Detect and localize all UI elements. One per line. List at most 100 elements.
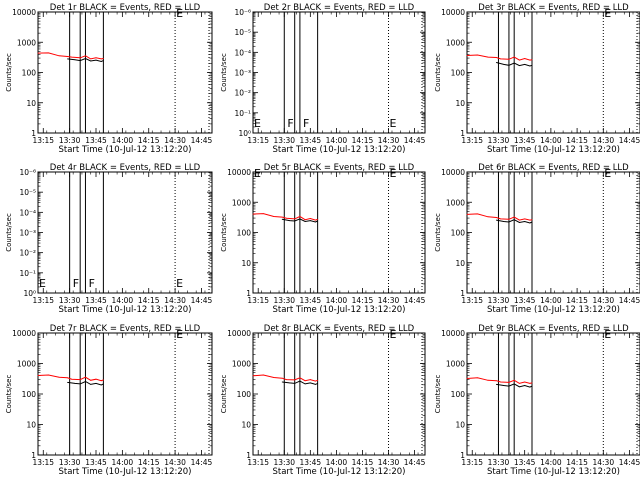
x-tick-label: 14:45 (191, 296, 213, 305)
panel-det-1r: Det 1r BLACK = Events, RED = LLD Counts/s… (5, 3, 213, 155)
panel-det-9r: Det 9r BLACK = Events, RED = LLD Counts/s… (434, 324, 640, 477)
data-point (529, 222, 531, 224)
panel-title: Det 6r BLACK = Events, RED = LLD (478, 163, 629, 173)
x-tick-label: 13:15 (461, 296, 483, 305)
data-point (95, 378, 97, 380)
data-point (508, 64, 510, 66)
x-tick-label: 13:30 (59, 136, 81, 145)
series-events (282, 380, 318, 385)
x-axis-label: Start Time (10-Jul-12 13:12:20) (59, 305, 192, 315)
x-tick-label: 13:15 (247, 458, 269, 467)
x-axis-label: Start Time (10-Jul-12 13:12:20) (487, 305, 620, 315)
x-tick-label: 14:15 (352, 136, 374, 145)
series-events (496, 62, 533, 67)
panel-title: Det 1r BLACK = Events, RED = LLD (50, 3, 201, 13)
y-tick-label: 1 (246, 451, 251, 460)
data-point (315, 219, 316, 221)
x-tick-label: 14:15 (566, 458, 588, 467)
data-point (304, 380, 306, 382)
data-point (90, 58, 92, 60)
panel-det-4r: Det 4r BLACK = Events, RED = LLD Counts/s… (5, 163, 213, 315)
data-point (263, 374, 264, 376)
x-axis-label: Start Time (10-Jul-12 13:12:20) (59, 145, 192, 155)
data-point (519, 219, 520, 221)
x-tick-label: 13:15 (32, 136, 54, 145)
data-point (299, 218, 301, 220)
data-point (529, 382, 531, 384)
data-point (90, 60, 92, 62)
x-tick-label: 14:00 (540, 136, 562, 145)
data-point (289, 382, 290, 384)
y-tick-label: 10 (455, 259, 465, 268)
data-point (285, 217, 287, 219)
data-point (531, 382, 533, 384)
data-point (477, 213, 478, 215)
data-point (71, 56, 73, 58)
panel-title: Det 9r BLACK = Events, RED = LLD (478, 324, 629, 334)
x-axis-label: Start Time (10-Jul-12 13:12:20) (273, 145, 406, 155)
x-tick-label: 14:15 (352, 296, 374, 305)
event-marker: E (390, 167, 397, 180)
event-marker: E (390, 328, 397, 341)
y-tick-label: 10 (26, 99, 36, 108)
x-tick-label: 14:45 (191, 458, 213, 467)
data-point (90, 384, 92, 385)
x-tick-label: 14:00 (112, 296, 134, 305)
data-point (531, 219, 533, 221)
data-point (495, 384, 497, 385)
data-point (529, 59, 531, 61)
x-tick-label: 13:15 (32, 458, 54, 467)
x-axis-label: Start Time (10-Jul-12 13:12:20) (487, 467, 620, 477)
panel-title: Det 5r BLACK = Events, RED = LLD (264, 163, 415, 173)
event-marker: E (390, 117, 397, 130)
series-lld (466, 54, 533, 61)
data-point (513, 62, 515, 64)
x-tick-label: 13:15 (32, 296, 54, 305)
y-tick-label: 10000 (12, 8, 36, 17)
x-tick-label: 14:00 (112, 458, 134, 467)
data-point (513, 56, 515, 58)
panel-det-5r: Det 5r BLACK = Events, RED = LLD Counts/s… (220, 163, 426, 315)
x-tick-label: 14:30 (378, 458, 400, 467)
data-point (294, 218, 296, 220)
x-tick-label: 14:30 (378, 296, 400, 305)
y-tick-label: 100 (237, 229, 252, 238)
x-tick-label: 14:30 (592, 458, 614, 467)
y-tick-label: 10⁻³ (234, 69, 251, 78)
data-point (48, 52, 49, 54)
y-tick-label: 1000 (446, 198, 465, 207)
x-tick-label: 14:00 (112, 136, 134, 145)
plot-frame (37, 171, 213, 294)
data-point (102, 379, 104, 381)
data-point (466, 378, 468, 379)
plot-frame (37, 332, 213, 456)
x-tick-label: 14:15 (352, 458, 374, 467)
data-point (317, 379, 319, 381)
plot-frame (466, 171, 640, 294)
x-axis-label: Start Time (10-Jul-12 13:12:20) (273, 305, 406, 315)
data-point (524, 58, 526, 59)
x-tick-label: 14:15 (566, 296, 588, 305)
data-point (508, 382, 510, 383)
data-point (503, 385, 505, 386)
data-point (503, 63, 505, 65)
data-point (529, 386, 531, 388)
data-point (281, 381, 283, 383)
data-point (513, 216, 515, 218)
data-point (281, 377, 283, 379)
data-point (317, 382, 319, 384)
event-marker: F (287, 117, 293, 130)
y-tick-label: 10⁻⁵ (19, 188, 36, 197)
y-tick-label: 10 (455, 421, 465, 430)
panel-title: Det 3r BLACK = Events, RED = LLD (478, 3, 629, 13)
x-tick-label: 14:30 (378, 136, 400, 145)
x-tick-label: 14:30 (164, 136, 186, 145)
panel-title: Det 8r BLACK = Events, RED = LLD (264, 324, 415, 334)
plot-frame (252, 171, 426, 294)
y-axis-label: Counts/sec (5, 53, 13, 92)
data-point (95, 59, 97, 61)
data-point (531, 64, 533, 66)
data-point (285, 379, 287, 380)
y-tick-label: 10000 (441, 8, 465, 17)
x-tick-label: 13:15 (461, 458, 483, 467)
